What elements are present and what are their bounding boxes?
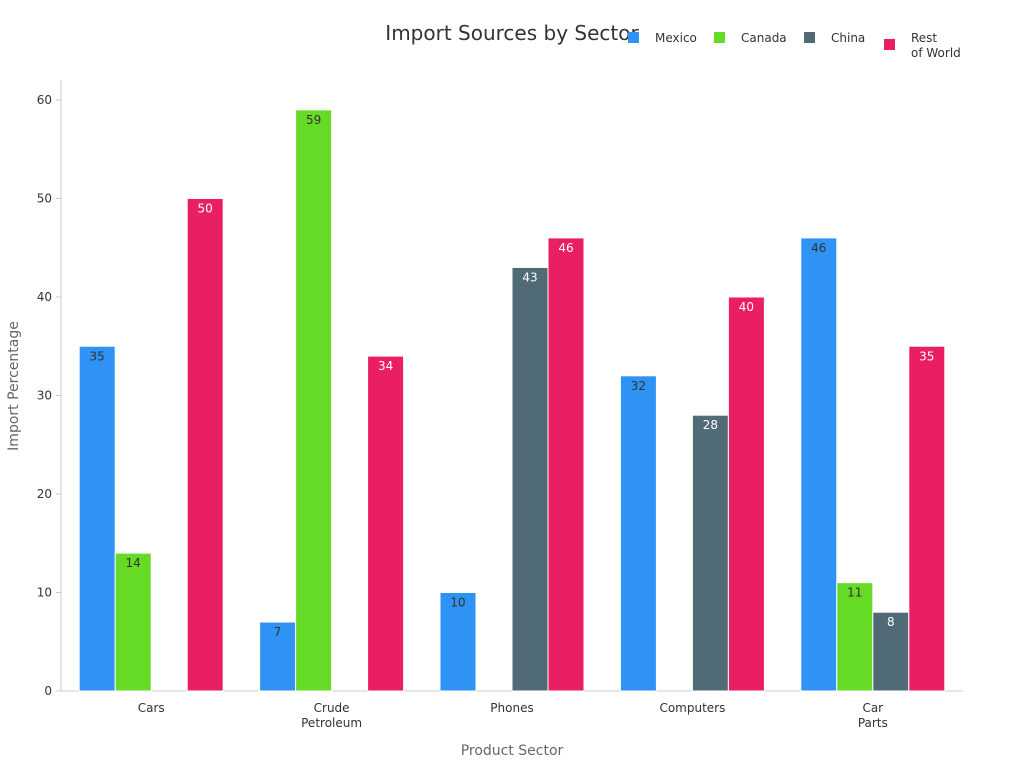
bar xyxy=(186,198,224,692)
data-label: 28 xyxy=(703,418,718,432)
bar xyxy=(836,582,874,692)
bar xyxy=(619,375,657,692)
y-tick-label: 10 xyxy=(37,586,52,600)
data-label: 7 xyxy=(274,625,282,639)
legend-label: Rest xyxy=(911,31,937,45)
y-tick-label: 40 xyxy=(37,290,52,304)
y-tick-label: 50 xyxy=(37,192,52,206)
legend-label: Canada xyxy=(741,31,787,45)
bar xyxy=(800,237,838,692)
data-label: 11 xyxy=(847,586,862,600)
y-tick-label: 20 xyxy=(37,487,52,501)
bar xyxy=(114,552,152,692)
legend-label: Mexico xyxy=(655,31,697,45)
data-label: 35 xyxy=(90,349,105,363)
data-label: 46 xyxy=(811,241,826,255)
bar xyxy=(547,237,585,692)
y-tick-label: 60 xyxy=(37,93,52,107)
data-label: 35 xyxy=(919,349,934,363)
bar xyxy=(78,345,116,692)
data-label: 10 xyxy=(450,596,465,610)
x-tick-label: Computers xyxy=(659,701,725,715)
bar xyxy=(439,592,477,692)
data-label: 32 xyxy=(631,379,646,393)
data-label: 14 xyxy=(126,556,141,570)
data-label: 50 xyxy=(198,202,213,216)
bar xyxy=(908,345,946,692)
data-label: 8 xyxy=(887,615,895,629)
bar xyxy=(367,355,405,692)
bar xyxy=(511,266,549,692)
y-tick-label: 30 xyxy=(37,389,52,403)
legend-label: of World xyxy=(911,46,961,60)
x-tick-label: Phones xyxy=(490,701,533,715)
bar xyxy=(295,109,333,692)
x-tick-label: Petroleum xyxy=(301,716,362,730)
bar xyxy=(872,611,910,692)
legend-swatch xyxy=(884,39,895,50)
legend-swatch xyxy=(804,32,815,43)
bar xyxy=(691,414,729,692)
legend-swatch xyxy=(714,32,725,43)
x-tick-label: Crude xyxy=(314,701,350,715)
chart-title: Import Sources by Sector xyxy=(385,21,639,45)
data-label: 46 xyxy=(558,241,573,255)
bar xyxy=(727,296,765,692)
legend-swatch xyxy=(628,32,639,43)
data-label: 59 xyxy=(306,113,321,127)
data-label: 40 xyxy=(739,300,754,314)
x-tick-label: Car xyxy=(862,701,883,715)
x-tick-label: Cars xyxy=(138,701,165,715)
data-label: 34 xyxy=(378,359,393,373)
legend-label: China xyxy=(831,31,865,45)
x-axis-label: Product Sector xyxy=(461,743,564,759)
y-axis-label: Import Percentage xyxy=(6,321,22,451)
x-tick-label: Parts xyxy=(858,716,888,730)
y-tick-label: 0 xyxy=(44,684,52,698)
data-label: 43 xyxy=(522,270,537,284)
